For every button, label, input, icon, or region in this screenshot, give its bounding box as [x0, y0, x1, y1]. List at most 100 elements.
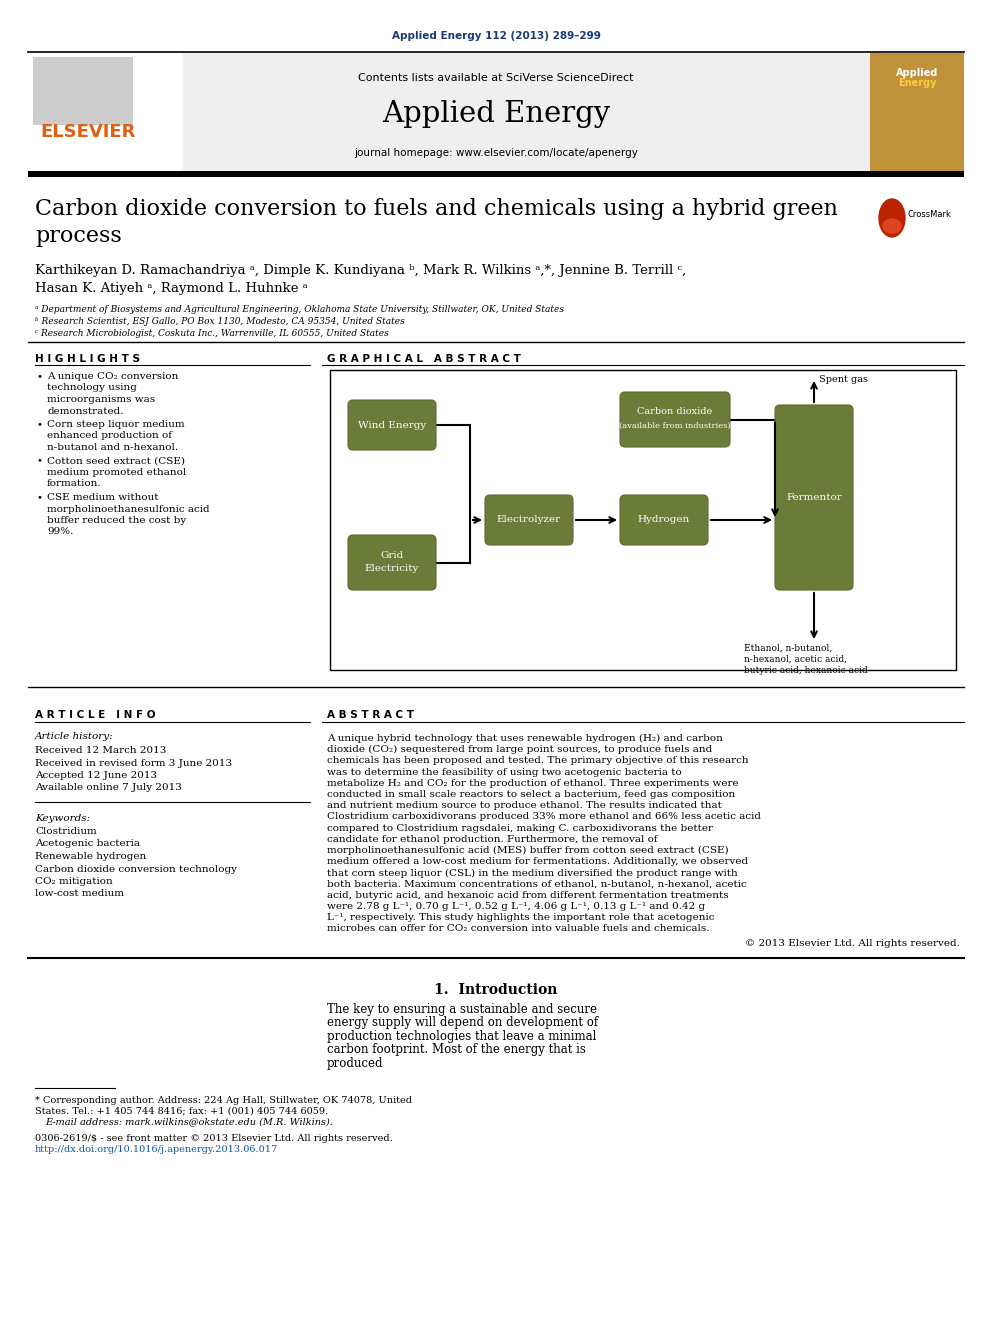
Text: Carbon dioxide: Carbon dioxide: [638, 407, 712, 415]
Text: States. Tel.: +1 405 744 8416; fax: +1 (001) 405 744 6059.: States. Tel.: +1 405 744 8416; fax: +1 (…: [35, 1106, 328, 1115]
Text: ᵃ Department of Biosystems and Agricultural Engineering, Oklahoma State Universi: ᵃ Department of Biosystems and Agricultu…: [35, 306, 564, 314]
Text: journal homepage: www.elsevier.com/locate/apenergy: journal homepage: www.elsevier.com/locat…: [354, 148, 638, 157]
Text: chemicals has been proposed and tested. The primary objective of this research: chemicals has been proposed and tested. …: [327, 757, 749, 766]
Text: microorganisms was: microorganisms was: [47, 396, 155, 404]
Text: medium promoted ethanol: medium promoted ethanol: [47, 468, 186, 478]
Text: * Corresponding author. Address: 224 Ag Hall, Stillwater, OK 74078, United: * Corresponding author. Address: 224 Ag …: [35, 1095, 412, 1105]
Text: conducted in small scale reactors to select a bacterium, feed gas composition: conducted in small scale reactors to sel…: [327, 790, 735, 799]
Text: Accepted 12 June 2013: Accepted 12 June 2013: [35, 771, 157, 781]
Text: CSE medium without: CSE medium without: [47, 493, 159, 501]
Text: n-butanol and n-hexanol.: n-butanol and n-hexanol.: [47, 443, 179, 452]
Text: G R A P H I C A L   A B S T R A C T: G R A P H I C A L A B S T R A C T: [327, 355, 521, 364]
Text: both bacteria. Maximum concentrations of ethanol, n-butanol, n-hexanol, acetic: both bacteria. Maximum concentrations of…: [327, 880, 747, 889]
Text: was to determine the feasibility of using two acetogenic bacteria to: was to determine the feasibility of usin…: [327, 767, 682, 777]
Text: Grid: Grid: [380, 550, 404, 560]
Text: E-mail address: mark.wilkins@okstate.edu (M.R. Wilkins).: E-mail address: mark.wilkins@okstate.edu…: [45, 1118, 333, 1127]
Text: Hydrogen: Hydrogen: [638, 516, 690, 524]
Text: n-hexanol, acetic acid,: n-hexanol, acetic acid,: [744, 655, 847, 664]
Text: Spent gas: Spent gas: [819, 374, 868, 384]
Text: Received 12 March 2013: Received 12 March 2013: [35, 746, 167, 755]
Bar: [28, 53, 964, 171]
FancyBboxPatch shape: [620, 392, 730, 447]
Text: •: •: [37, 456, 43, 466]
FancyBboxPatch shape: [485, 495, 573, 545]
Text: microbes can offer for CO₂ conversion into valuable fuels and chemicals.: microbes can offer for CO₂ conversion in…: [327, 925, 709, 934]
Text: Received in revised form 3 June 2013: Received in revised form 3 June 2013: [35, 758, 232, 767]
Text: Carbon dioxide conversion technology: Carbon dioxide conversion technology: [35, 864, 237, 873]
Text: metabolize H₂ and CO₂ for the production of ethanol. Three experiments were: metabolize H₂ and CO₂ for the production…: [327, 779, 739, 787]
Text: ᶜ Research Microbiologist, Coskuta Inc., Warrenville, IL 60555, United States: ᶜ Research Microbiologist, Coskuta Inc.,…: [35, 329, 389, 337]
Text: •: •: [37, 493, 43, 501]
Text: production technologies that leave a minimal: production technologies that leave a min…: [327, 1029, 596, 1043]
Text: process: process: [35, 225, 122, 247]
Bar: [28, 53, 183, 171]
Text: technology using: technology using: [47, 384, 137, 393]
Text: dioxide (CO₂) sequestered from large point sources, to produce fuels and: dioxide (CO₂) sequestered from large poi…: [327, 745, 712, 754]
Text: formation.: formation.: [47, 479, 101, 488]
Text: Energy: Energy: [898, 78, 936, 89]
Text: enhanced production of: enhanced production of: [47, 431, 172, 441]
Bar: [330, 370, 956, 669]
Text: that corn steep liquor (CSL) in the medium diversified the product range with: that corn steep liquor (CSL) in the medi…: [327, 868, 738, 877]
Bar: [33, 57, 133, 124]
Text: Cotton seed extract (CSE): Cotton seed extract (CSE): [47, 456, 185, 466]
Text: low-cost medium: low-cost medium: [35, 889, 124, 898]
Text: Available online 7 July 2013: Available online 7 July 2013: [35, 783, 182, 792]
Text: Clostridium: Clostridium: [35, 827, 97, 836]
FancyBboxPatch shape: [348, 400, 436, 450]
Text: morpholinoethanesulfonic acid (MES) buffer from cotton seed extract (CSE): morpholinoethanesulfonic acid (MES) buff…: [327, 845, 729, 855]
Ellipse shape: [879, 198, 905, 237]
Text: and nutrient medium source to produce ethanol. The results indicated that: and nutrient medium source to produce et…: [327, 802, 722, 810]
Text: Electricity: Electricity: [365, 564, 420, 573]
Text: Acetogenic bacteria: Acetogenic bacteria: [35, 840, 140, 848]
Text: candidate for ethanol production. Furthermore, the removal of: candidate for ethanol production. Furthe…: [327, 835, 658, 844]
Text: Corn steep liquor medium: Corn steep liquor medium: [47, 419, 185, 429]
Text: Applied: Applied: [896, 67, 938, 78]
Text: medium offered a low-cost medium for fermentations. Additionally, we observed: medium offered a low-cost medium for fer…: [327, 857, 748, 867]
Text: Karthikeyan D. Ramachandriya ᵃ, Dimple K. Kundiyana ᵇ, Mark R. Wilkins ᵃ,*, Jenn: Karthikeyan D. Ramachandriya ᵃ, Dimple K…: [35, 265, 686, 277]
Text: were 2.78 g L⁻¹, 0.70 g L⁻¹, 0.52 g L⁻¹, 4.06 g L⁻¹, 0.13 g L⁻¹ and 0.42 g: were 2.78 g L⁻¹, 0.70 g L⁻¹, 0.52 g L⁻¹,…: [327, 902, 705, 912]
FancyBboxPatch shape: [620, 495, 708, 545]
Text: http://dx.doi.org/10.1016/j.apenergy.2013.06.017: http://dx.doi.org/10.1016/j.apenergy.201…: [35, 1144, 278, 1154]
Text: H I G H L I G H T S: H I G H L I G H T S: [35, 355, 140, 364]
Text: Ethanol, n-butanol,: Ethanol, n-butanol,: [744, 644, 832, 654]
Text: 1.  Introduction: 1. Introduction: [434, 983, 558, 996]
Text: Hasan K. Atiyeh ᵃ, Raymond L. Huhnke ᵃ: Hasan K. Atiyeh ᵃ, Raymond L. Huhnke ᵃ: [35, 282, 308, 295]
Text: L⁻¹, respectively. This study highlights the important role that acetogenic: L⁻¹, respectively. This study highlights…: [327, 913, 714, 922]
Text: CrossMark: CrossMark: [908, 210, 952, 220]
Ellipse shape: [883, 220, 901, 233]
Text: A unique CO₂ conversion: A unique CO₂ conversion: [47, 372, 179, 381]
Text: A R T I C L E   I N F O: A R T I C L E I N F O: [35, 710, 156, 720]
Bar: [870, 53, 964, 171]
Bar: [28, 171, 964, 177]
Text: demonstrated.: demonstrated.: [47, 406, 123, 415]
Text: Carbon dioxide conversion to fuels and chemicals using a hybrid green: Carbon dioxide conversion to fuels and c…: [35, 198, 838, 220]
Text: © 2013 Elsevier Ltd. All rights reserved.: © 2013 Elsevier Ltd. All rights reserved…: [745, 938, 960, 947]
Text: energy supply will depend on development of: energy supply will depend on development…: [327, 1016, 598, 1029]
Text: Fermentor: Fermentor: [786, 493, 842, 501]
Text: Contents lists available at SciVerse ScienceDirect: Contents lists available at SciVerse Sci…: [358, 73, 634, 83]
Text: A unique hybrid technology that uses renewable hydrogen (H₂) and carbon: A unique hybrid technology that uses ren…: [327, 734, 723, 744]
Text: The key to ensuring a sustainable and secure: The key to ensuring a sustainable and se…: [327, 1003, 597, 1016]
FancyBboxPatch shape: [348, 534, 436, 590]
Text: 0306-2619/$ - see front matter © 2013 Elsevier Ltd. All rights reserved.: 0306-2619/$ - see front matter © 2013 El…: [35, 1134, 393, 1143]
Text: Renewable hydrogen: Renewable hydrogen: [35, 852, 146, 861]
Text: (available from industries): (available from industries): [619, 422, 731, 430]
Text: Keywords:: Keywords:: [35, 814, 90, 823]
Text: carbon footprint. Most of the energy that is: carbon footprint. Most of the energy tha…: [327, 1043, 586, 1056]
Text: Applied Energy 112 (2013) 289–299: Applied Energy 112 (2013) 289–299: [392, 30, 600, 41]
Text: Wind Energy: Wind Energy: [358, 421, 427, 430]
Text: Article history:: Article history:: [35, 732, 114, 741]
Text: compared to Clostridium ragsdalei, making C. carboxidivorans the better: compared to Clostridium ragsdalei, makin…: [327, 824, 713, 832]
FancyBboxPatch shape: [775, 405, 853, 590]
Text: morpholinoethanesulfonic acid: morpholinoethanesulfonic acid: [47, 504, 209, 513]
Text: Applied Energy: Applied Energy: [382, 101, 610, 128]
Text: buffer reduced the cost by: buffer reduced the cost by: [47, 516, 186, 525]
Text: produced: produced: [327, 1057, 384, 1069]
Text: ᵇ Research Scientist, ESJ Gallo, PO Box 1130, Modesto, CA 95354, United States: ᵇ Research Scientist, ESJ Gallo, PO Box …: [35, 318, 405, 325]
Text: 99%.: 99%.: [47, 528, 73, 537]
Text: acid, butyric acid, and hexanoic acid from different fermentation treatments: acid, butyric acid, and hexanoic acid fr…: [327, 890, 729, 900]
Text: Electrolyzer: Electrolyzer: [497, 516, 561, 524]
Text: CO₂ mitigation: CO₂ mitigation: [35, 877, 113, 886]
Text: •: •: [37, 372, 43, 381]
